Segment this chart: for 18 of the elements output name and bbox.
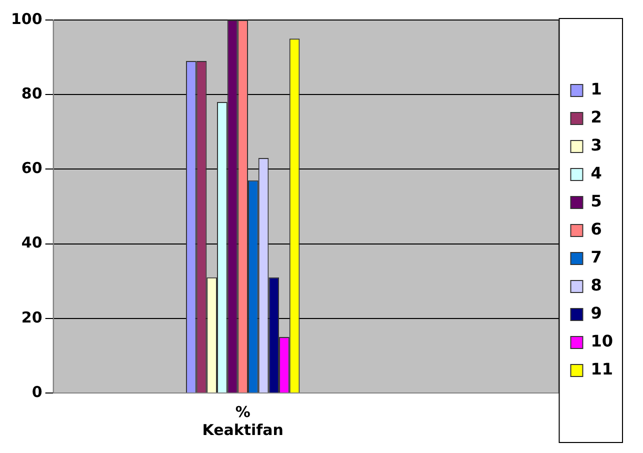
y-tick-label: 40 <box>21 234 42 252</box>
legend-label: 4 <box>590 164 602 183</box>
legend-label: 9 <box>590 304 602 323</box>
legend-label: 3 <box>590 136 602 155</box>
legend-label: 5 <box>590 192 602 211</box>
legend-label: 7 <box>590 248 602 267</box>
y-tick-label: 0 <box>32 382 42 401</box>
y-tick-label: 20 <box>21 308 42 326</box>
y-tick-label: 80 <box>21 84 42 102</box>
legend-label: 11 <box>590 360 613 379</box>
x-tick-label: % Keaktifan <box>202 402 284 439</box>
y-tick-label: 60 <box>21 159 42 178</box>
legend-label: 6 <box>590 220 602 239</box>
y-tick-label: 100 <box>11 10 42 28</box>
legend-label: 8 <box>590 276 602 295</box>
legend-label: 2 <box>590 108 602 127</box>
legend-label: 10 <box>590 332 613 351</box>
legend-label: 1 <box>590 80 602 99</box>
